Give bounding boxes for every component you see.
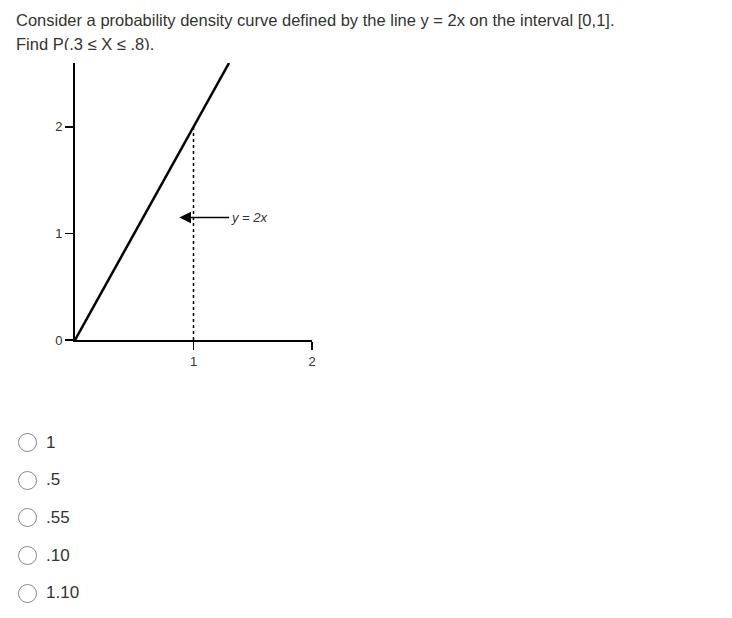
html-text:Find P(.3 ≤ X ≤ .8).: Find P(.3 ≤ X ≤ .8). — [16, 35, 155, 53]
svg-text:2: 2 — [308, 354, 315, 369]
svg-text:1: 1 — [190, 354, 197, 369]
html-text:.55: .55 — [46, 508, 70, 527]
html-text:1: 1 — [46, 432, 56, 452]
svg-text:y = 2x: y = 2x — [231, 210, 268, 225]
svg-text:0: 0 — [55, 333, 62, 348]
html-text:.5: .5 — [46, 470, 61, 490]
html-text:Consider a probability density: Consider a probability density curve def… — [16, 11, 615, 29]
svg-text:2: 2 — [55, 119, 62, 134]
html-text:.10: .10 — [46, 545, 70, 565]
svg-text:1: 1 — [55, 226, 62, 241]
html-text:1.10: 1.10 — [46, 583, 80, 603]
